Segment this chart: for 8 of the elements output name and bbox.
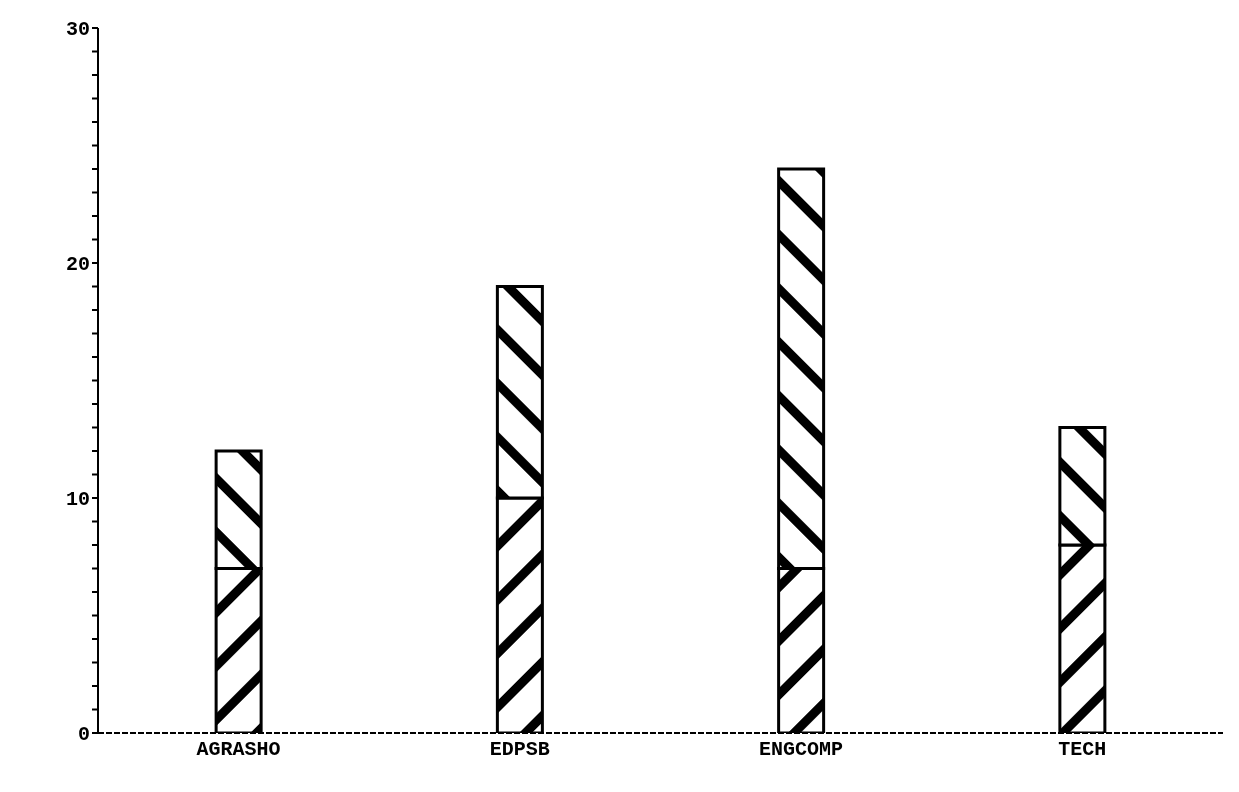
x-tick-label: TECH [1058,738,1107,762]
x-tick-label: ENGCOMP [759,738,844,762]
y-tick-label: 0 [77,723,90,747]
x-tick-label: EDPSB [489,738,550,762]
x-tick-label: AGRASHO [196,738,281,762]
y-tick-label: 20 [65,253,90,277]
y-tick-label: 10 [65,488,90,512]
y-tick-label: 30 [65,18,90,42]
